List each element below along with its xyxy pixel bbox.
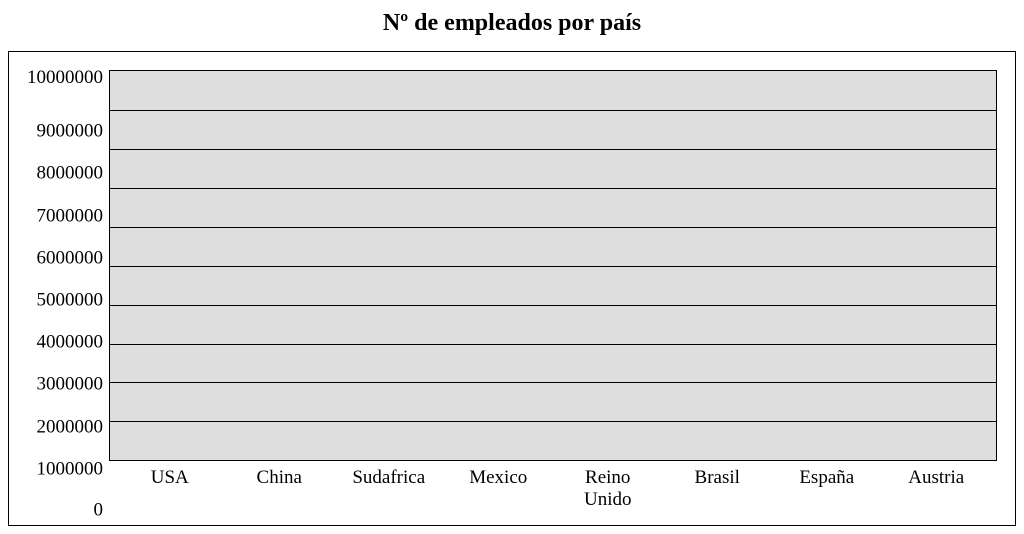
x-axis: USAChinaSudafricaMexicoReino UnidoBrasil… <box>109 461 997 511</box>
x-tick-label: China <box>225 467 335 511</box>
gridline <box>110 344 996 345</box>
gridline <box>110 110 996 111</box>
gridline <box>110 266 996 267</box>
chart-title: Nº de empleados por país <box>8 10 1016 37</box>
chart-body-row: 10000000 9000000 8000000 7000000 6000000 5000… <box>27 70 997 511</box>
y-tick-label: 8000000 <box>37 164 104 183</box>
gridline <box>110 149 996 150</box>
y-tick-label: 10000000 <box>27 68 103 87</box>
y-tick-label: 2000000 <box>37 417 104 436</box>
x-tick-label: USA <box>115 467 225 511</box>
y-tick-label: 1000000 <box>37 459 104 478</box>
y-tick-label: 9000000 <box>37 122 104 141</box>
x-tick-label: España <box>772 467 882 511</box>
y-tick-label: 4000000 <box>37 333 104 352</box>
y-tick-label: 5000000 <box>37 290 104 309</box>
y-tick-label: 3000000 <box>37 375 104 394</box>
gridline <box>110 305 996 306</box>
x-tick-label: Reino Unido <box>553 467 663 511</box>
gridline <box>110 382 996 383</box>
gridline <box>110 421 996 422</box>
page-root: Nº de empleados por país 100000009000000… <box>0 0 1024 534</box>
x-tick-label: Mexico <box>444 467 554 511</box>
x-tick-label: Austria <box>882 467 992 511</box>
plot-column: USAChinaSudafricaMexicoReino UnidoBrasil… <box>109 70 997 511</box>
y-tick-label: 7000000 <box>37 206 104 225</box>
y-axis: 10000000 9000000 8000000 7000000 6000000 5000… <box>27 70 109 511</box>
chart-outer-box: 1000000090000008000000700000060000005000… <box>8 51 1016 526</box>
plot-area <box>109 70 997 461</box>
gridline <box>110 227 996 228</box>
y-tick-label: 0 <box>94 500 104 519</box>
gridline <box>110 188 996 189</box>
x-tick-label: Sudafrica <box>334 467 444 511</box>
x-tick-label: Brasil <box>663 467 773 511</box>
y-tick-label: 6000000 <box>37 248 104 267</box>
